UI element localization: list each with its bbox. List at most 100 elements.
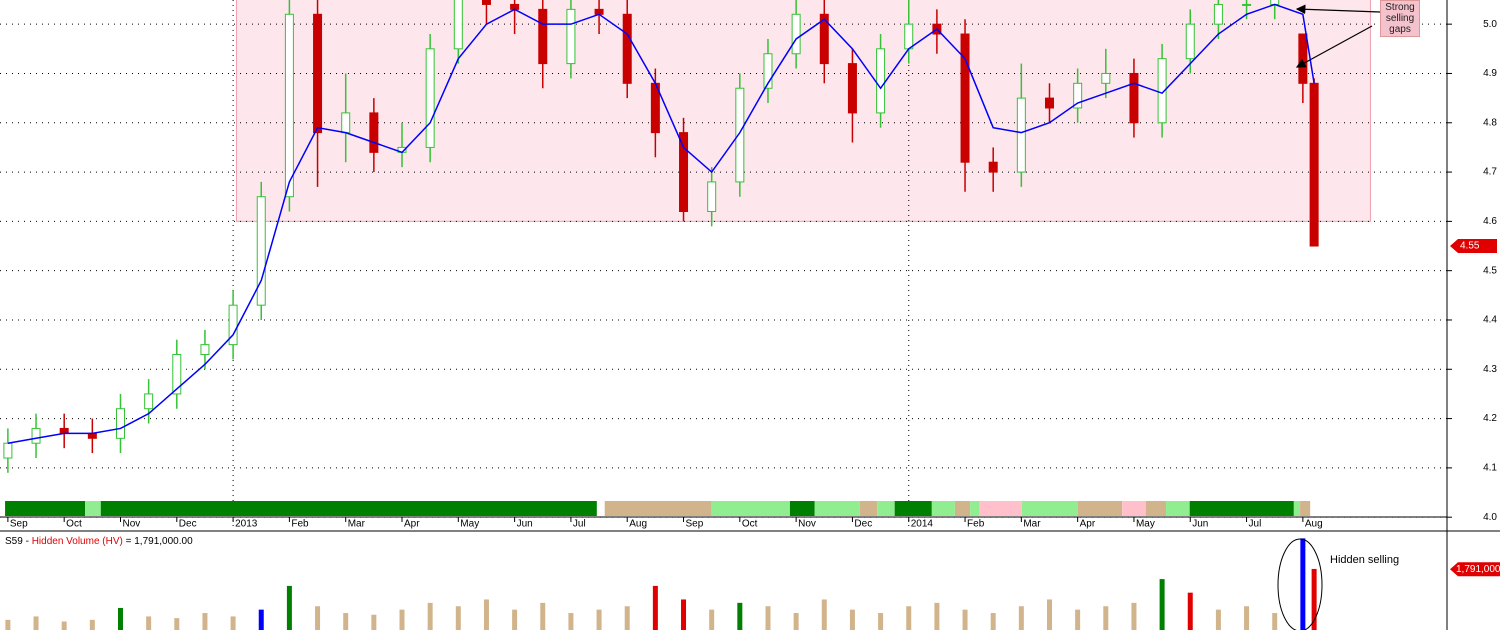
volume-equals: = <box>126 536 132 547</box>
volume-bar <box>1103 606 1109 630</box>
arrow <box>1295 25 1373 68</box>
x-tick-label: Jul <box>1249 519 1262 530</box>
trend-segment <box>931 501 955 516</box>
volume-bar <box>1131 602 1137 630</box>
trend-segment <box>604 501 712 516</box>
x-tick-label: Oct <box>66 519 82 530</box>
trend-segment <box>789 501 815 516</box>
volume-bar <box>1311 568 1317 630</box>
candle-body <box>566 8 576 65</box>
volume-bar <box>371 614 377 630</box>
y-tick-label: 4.6 <box>1483 216 1497 227</box>
volume-bar <box>89 619 95 630</box>
volume-bar <box>483 599 489 630</box>
volume-bar <box>793 613 799 630</box>
trend-segment <box>894 501 932 516</box>
highlight-ellipse <box>1277 538 1323 630</box>
x-tick-label: Aug <box>1305 519 1323 530</box>
x-tick-label: Nov <box>122 519 140 530</box>
volume-bar <box>1046 599 1052 630</box>
y-tick-label: 4.9 <box>1483 68 1497 79</box>
x-tick-label: Mar <box>348 519 366 530</box>
candle-body <box>228 304 238 346</box>
y-tick-label: 4.8 <box>1483 117 1497 128</box>
volume-tag <box>1450 562 1500 577</box>
candle-body <box>425 48 435 148</box>
candle-body <box>988 161 998 173</box>
volume-bar <box>1187 592 1193 630</box>
volume-bar <box>455 606 461 630</box>
volume-annotation: Hidden selling <box>1330 554 1399 566</box>
volume-bar <box>202 613 208 630</box>
candle-body <box>847 63 857 114</box>
shaded-range <box>235 0 1371 222</box>
y-tick-label: 4.3 <box>1483 364 1497 375</box>
x-tick-label: 2013 <box>235 519 258 530</box>
trend-segment <box>1122 501 1146 516</box>
trend-segment <box>814 501 860 516</box>
volume-bar <box>117 607 123 630</box>
volume-bar <box>1018 606 1024 630</box>
volume-bar <box>1272 613 1278 630</box>
trend-segment <box>1077 501 1123 516</box>
trend-segment <box>954 501 971 516</box>
volume-bar <box>765 606 771 630</box>
volume-bar <box>146 616 152 630</box>
volume-bar <box>343 613 349 630</box>
moving-average <box>7 3 1315 444</box>
price-tag-label: 4.55 <box>1460 241 1480 252</box>
y-tick-label: 4.5 <box>1483 265 1497 276</box>
x-tick-label: Feb <box>967 519 985 530</box>
volume-bar <box>1215 609 1221 630</box>
volume-bar <box>286 585 292 630</box>
trend-segment <box>1189 501 1294 516</box>
x-tick-label: Aug <box>629 519 647 530</box>
x-tick-label: Jun <box>517 519 533 530</box>
trend-segment <box>85 501 101 516</box>
volume-tag-label: 1,791,000.00 <box>1456 564 1500 575</box>
candle-body <box>1044 97 1054 109</box>
candle-body <box>707 181 717 213</box>
volume-bar <box>1300 538 1306 630</box>
candle-body <box>622 13 632 84</box>
candle-body <box>256 196 266 306</box>
y-tick-label: 4.0 <box>1483 512 1497 523</box>
trend-segment <box>1166 501 1190 516</box>
candle-body <box>341 112 351 134</box>
volume-bar <box>878 613 884 630</box>
candle-body <box>172 353 182 395</box>
volume-bar <box>33 616 39 630</box>
candle-body <box>735 87 745 183</box>
volume-bar <box>230 616 236 630</box>
x-tick-label: Dec <box>179 519 197 530</box>
y-tick-label: 4.2 <box>1483 413 1497 424</box>
candle-body <box>144 393 154 410</box>
volume-bar <box>596 609 602 630</box>
x-tick-label: Apr <box>404 519 420 530</box>
volume-bar <box>962 609 968 630</box>
candle-body <box>1157 58 1167 124</box>
trend-segment <box>5 501 86 516</box>
volume-bar <box>399 609 405 630</box>
trend-segment <box>1293 501 1301 516</box>
volume-bar <box>174 618 180 630</box>
y-tick-label: 4.7 <box>1483 167 1497 178</box>
volume-bar <box>427 602 433 630</box>
annotation: Strong selling gaps <box>1380 0 1420 37</box>
candle-body <box>1129 72 1139 124</box>
price-panel <box>0 0 1447 530</box>
candle-body <box>453 0 463 50</box>
trend-segment <box>100 501 597 516</box>
x-tick-label: Jul <box>573 519 586 530</box>
trend-segment <box>859 501 878 516</box>
volume-name: Hidden Volume (HV) <box>32 536 123 547</box>
volume-bar <box>1075 609 1081 630</box>
candle-body <box>200 344 210 355</box>
candle-body <box>960 33 970 163</box>
trend-segment <box>970 501 980 516</box>
x-tick-label: 2014 <box>911 519 934 530</box>
trend-segment <box>1021 501 1078 516</box>
